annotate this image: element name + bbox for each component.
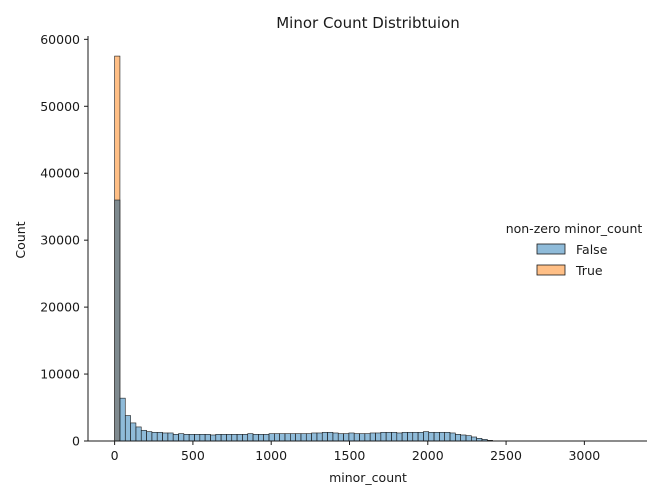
x-axis-label: minor_count — [329, 470, 407, 485]
legend-label-true: True — [575, 263, 603, 278]
bar-false — [215, 434, 222, 442]
bar-false — [417, 431, 424, 442]
bar-false — [311, 432, 318, 442]
legend: non-zero minor_count False True — [506, 221, 643, 278]
x-tick-label: 2500 — [490, 448, 522, 463]
bar-false — [183, 434, 190, 442]
bar-false — [146, 431, 153, 442]
bar-false — [407, 431, 414, 442]
bar-false — [423, 431, 430, 442]
bar-false — [114, 199, 121, 442]
bar-false — [439, 431, 445, 442]
bar-false — [380, 431, 387, 442]
bar-false — [428, 431, 435, 442]
bar-false — [258, 434, 264, 442]
bar-false — [119, 397, 126, 442]
bar-false — [364, 433, 371, 442]
y-tick-label: 0 — [72, 434, 80, 449]
bar-false — [343, 433, 350, 442]
bar-false — [316, 432, 323, 442]
bar-false — [231, 434, 238, 442]
bar-false — [140, 429, 147, 442]
bar-false — [455, 434, 461, 442]
legend-label-false: False — [576, 242, 608, 257]
y-tick-label: 50000 — [40, 99, 80, 114]
bar-false — [204, 434, 211, 442]
bar-false — [465, 435, 472, 442]
legend-swatch-true — [536, 264, 566, 276]
y-axis-label: Count — [13, 221, 28, 258]
bar-false — [220, 434, 227, 442]
bar-false — [375, 432, 382, 442]
bar-false — [130, 422, 137, 442]
bar-false — [300, 433, 307, 442]
bar-false — [444, 431, 451, 442]
y-tick-label: 20000 — [40, 300, 80, 315]
x-tick-label: 3000 — [568, 448, 600, 463]
bar-false — [242, 434, 249, 442]
bar-false — [279, 433, 286, 442]
bar-false — [199, 434, 206, 442]
bar-false — [433, 431, 440, 442]
bar-false — [252, 434, 259, 442]
y-tick-label: 30000 — [40, 233, 80, 248]
bar-false — [412, 431, 419, 442]
histogram-bars — [114, 55, 493, 442]
bar-false — [337, 433, 344, 442]
bar-false — [401, 431, 408, 442]
bar-false — [391, 431, 398, 442]
x-tick-label: 2000 — [412, 448, 444, 463]
bar-false — [385, 431, 392, 442]
bar-false — [162, 432, 169, 442]
bar-false — [295, 433, 302, 442]
legend-swatch-false — [536, 243, 566, 255]
bar-false — [274, 433, 280, 442]
bar-false — [471, 436, 477, 442]
bar-false — [396, 432, 403, 442]
bar-false — [178, 433, 185, 442]
bar-false — [332, 432, 339, 442]
bar-false — [268, 433, 275, 442]
y-tick-label: 40000 — [40, 166, 80, 181]
bar-false — [226, 434, 233, 442]
bar-false — [167, 432, 174, 442]
bar-false — [151, 431, 158, 442]
chart-title: Minor Count Distribtuion — [276, 14, 460, 32]
bar-false — [305, 433, 312, 442]
bar-false — [135, 426, 142, 442]
x-tick-label: 0 — [111, 448, 119, 463]
y-tick-label: 10000 — [40, 367, 80, 382]
bar-false — [172, 434, 179, 442]
x-tick-label: 500 — [181, 448, 205, 463]
bar-false — [156, 431, 163, 442]
bar-false — [124, 415, 131, 442]
bar-false — [321, 431, 328, 442]
bar-false — [369, 432, 376, 442]
bar-false — [449, 432, 456, 442]
bar-false — [247, 433, 254, 442]
bar-false — [327, 431, 334, 442]
bar-false — [353, 433, 360, 442]
bar-false — [263, 434, 270, 442]
bar-false — [290, 433, 296, 442]
bar-false — [188, 434, 195, 442]
bar-false — [359, 433, 366, 442]
y-tick-label: 60000 — [40, 32, 80, 47]
x-tick-label: 1500 — [334, 448, 366, 463]
x-tick-label: 1000 — [255, 448, 287, 463]
bar-false — [236, 434, 243, 442]
bar-false — [348, 432, 355, 442]
bar-false — [284, 433, 291, 442]
axes: 0 10000 20000 30000 40000 50000 60000 0 500 1000 1… — [40, 32, 647, 463]
bar-false — [460, 434, 467, 442]
legend-title: non-zero minor_count — [506, 221, 643, 236]
bar-false — [194, 434, 201, 442]
bar-false — [210, 434, 217, 442]
